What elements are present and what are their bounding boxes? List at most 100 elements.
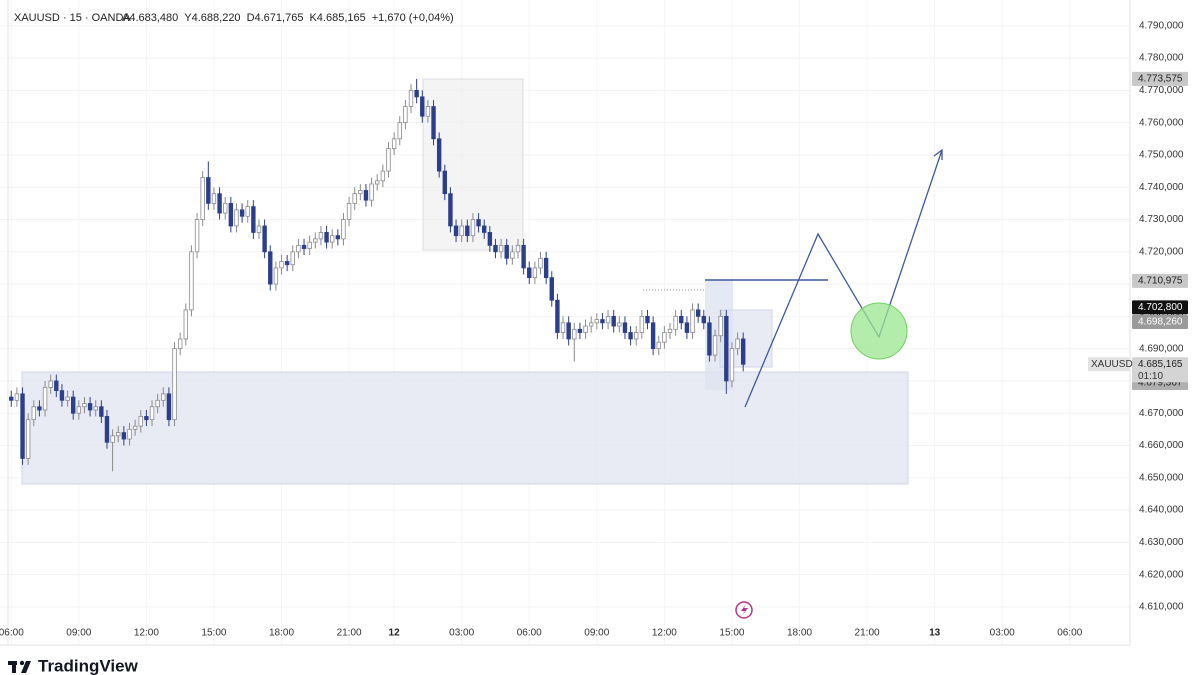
y-tick-label: 4.670,000: [1139, 408, 1184, 419]
candle-body: [577, 328, 583, 333]
candle-body: [420, 96, 425, 117]
candle-body: [470, 219, 476, 237]
x-tick-label: 03:00: [449, 628, 474, 639]
candle-body: [138, 416, 143, 427]
candle-body: [740, 338, 746, 365]
candle-body: [532, 267, 538, 279]
candle-body: [611, 315, 616, 327]
candle-body: [414, 89, 419, 98]
candle-body: [234, 209, 239, 227]
candle-body: [301, 244, 307, 249]
event-icon[interactable]: [735, 601, 753, 619]
candle-body: [324, 232, 329, 243]
candle-body: [183, 309, 189, 340]
y-tick-label: 4.640,000: [1139, 505, 1184, 516]
candle-body: [560, 322, 566, 333]
candle-body: [684, 322, 690, 333]
x-tick-label: 12: [389, 628, 401, 639]
candle-body: [161, 393, 166, 401]
y-tick-label: 4.660,000: [1139, 440, 1184, 451]
candle-body: [121, 432, 127, 440]
candle-body: [363, 190, 369, 201]
ohlc-value: D4.671,765: [247, 12, 304, 24]
x-tick-label: 06:00: [1057, 628, 1082, 639]
drawing-box: [719, 309, 773, 368]
symbol-line: XAUUSD · 15 · OANDA: [14, 12, 131, 24]
candle-body: [172, 348, 177, 421]
y-tick-label: 4.730,000: [1139, 214, 1184, 225]
x-tick-label: 21:00: [337, 628, 362, 639]
x-tick-label: 09:00: [66, 628, 91, 639]
candle-body: [307, 241, 312, 249]
candle-body: [650, 322, 656, 350]
candle-body: [504, 244, 509, 259]
y-tick-label: 4.740,000: [1139, 182, 1184, 193]
candle-body: [341, 219, 346, 240]
candle-body: [628, 332, 633, 340]
x-tick-label: 03:00: [990, 628, 1015, 639]
candle-body: [588, 322, 594, 327]
candle-body: [48, 380, 53, 388]
candle-body: [538, 257, 543, 269]
target-circle: [850, 302, 908, 360]
candle-body: [724, 315, 729, 382]
price-label-bg: [1132, 300, 1188, 315]
candle-body: [617, 322, 622, 327]
candle-body: [662, 332, 667, 343]
candle-body: [194, 219, 200, 253]
candle-body: [493, 244, 498, 253]
candle-body: [695, 309, 701, 317]
candles: [9, 78, 746, 472]
candle-body: [594, 319, 600, 324]
candle-body: [329, 235, 335, 243]
candle-body: [549, 277, 554, 301]
y-tick-label: 4.690,000: [1139, 343, 1184, 354]
candle-body: [87, 403, 93, 411]
candle-body: [76, 406, 82, 414]
candle-body: [42, 386, 48, 411]
candle-body: [104, 416, 110, 443]
axes: 4.610,000 4.620,000 4.630,000 4.640,000 4.65…: [0, 20, 1188, 639]
x-tick-label: 18:00: [787, 628, 812, 639]
candle-body: [476, 219, 481, 227]
candle-body: [268, 251, 273, 285]
candle-body: [155, 399, 160, 408]
candle-body: [206, 177, 211, 204]
candle-body: [251, 206, 256, 233]
ohlc-line: A4.683,480 Y4.688,220 D4.671,765 K4.685,165…: [122, 12, 454, 24]
candle-body: [527, 267, 532, 279]
candle-body: [465, 225, 470, 237]
candle-body: [352, 193, 357, 204]
price-label: 4.710,975: [1138, 276, 1183, 287]
x-tick-label: 15:00: [201, 628, 226, 639]
candle-body: [110, 435, 115, 443]
candle-body: [645, 315, 650, 324]
candle-body: [386, 148, 391, 172]
candle-body: [318, 232, 324, 240]
candle-body: [521, 244, 526, 269]
candle-body: [54, 380, 59, 392]
x-tick-label: 18:00: [269, 628, 294, 639]
candle-body: [735, 338, 740, 350]
logo: [8, 660, 31, 673]
grid: [0, 0, 1130, 645]
candle-body: [358, 190, 363, 195]
candle-body: [380, 170, 386, 182]
symbol-tag: XAUUSD: [1091, 359, 1133, 370]
x-tick-label: 06:00: [0, 628, 24, 639]
candle-body: [9, 396, 14, 401]
y-tick-label: 4.770,000: [1139, 85, 1184, 96]
ohlc-value: K4.685,165: [309, 12, 365, 24]
y-tick-label: 4.720,000: [1139, 246, 1184, 257]
candle-body: [667, 328, 673, 333]
candle-body: [228, 202, 234, 227]
candle-body: [425, 106, 431, 117]
projection-path: [744, 149, 943, 408]
y-tick-label: 4.760,000: [1139, 117, 1184, 128]
candle-body: [290, 251, 295, 266]
y-tick-label: 4.780,000: [1139, 53, 1184, 64]
x-tick-label: 21:00: [855, 628, 880, 639]
candle-body: [189, 251, 194, 311]
candle-body: [256, 225, 262, 233]
